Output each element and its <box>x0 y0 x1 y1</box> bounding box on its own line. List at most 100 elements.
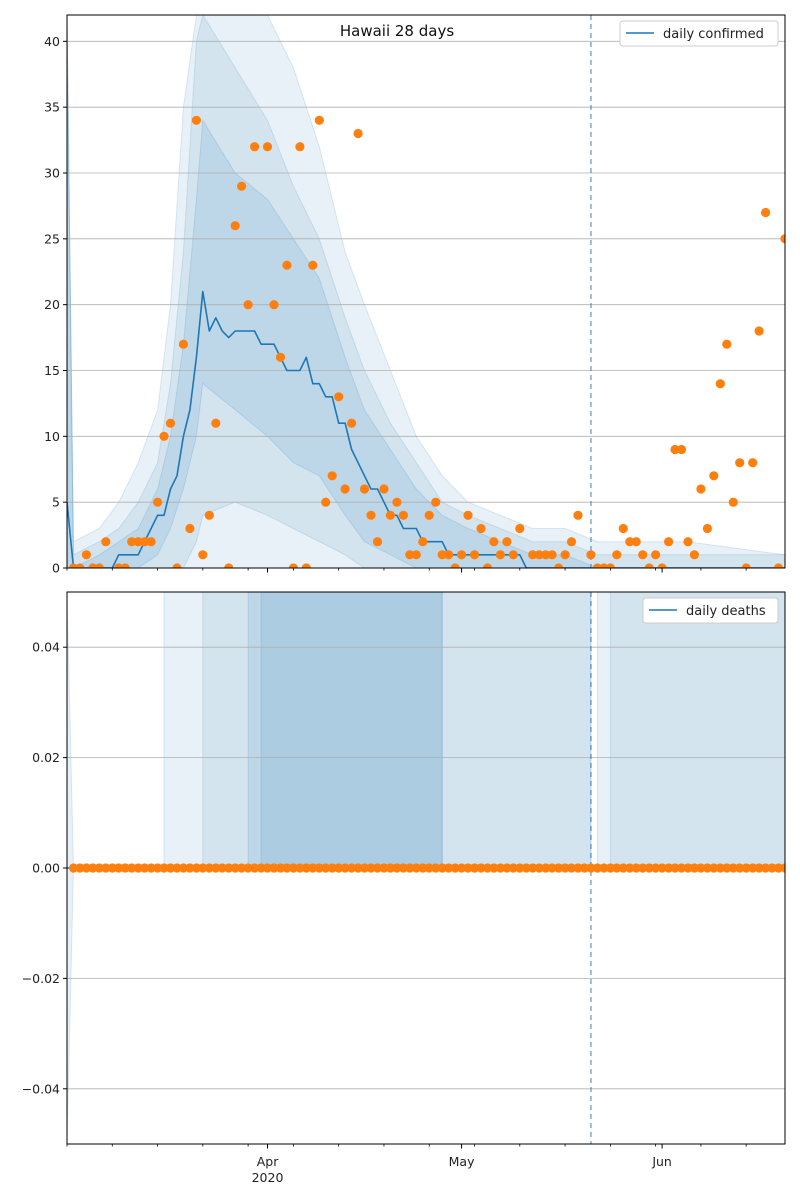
data-point <box>211 418 221 428</box>
y-tick-label: 0.02 <box>32 750 60 765</box>
uncertainty-band-0 <box>67 15 785 568</box>
data-point <box>301 863 311 873</box>
data-point <box>405 863 415 873</box>
data-point <box>670 863 680 873</box>
data-point <box>444 550 454 560</box>
data-point <box>437 550 447 560</box>
data-point <box>748 458 758 468</box>
data-point <box>515 863 525 873</box>
data-point <box>618 863 628 873</box>
legend-label-daily-confirmed: daily confirmed <box>663 27 764 42</box>
data-point <box>715 379 725 389</box>
data-point <box>411 863 421 873</box>
data-point <box>418 537 428 547</box>
data-point <box>515 523 525 534</box>
data-point <box>431 497 441 507</box>
confirmed-axes-frame <box>66 14 786 569</box>
deaths-uncertainty-bands <box>67 592 785 1144</box>
data-point <box>715 863 725 873</box>
data-point <box>625 863 635 873</box>
data-point <box>172 563 182 568</box>
x-tick-label: Jun <box>651 1154 672 1169</box>
data-point <box>618 523 628 534</box>
data-point <box>450 863 460 873</box>
data-point <box>230 221 240 231</box>
data-point <box>262 142 273 152</box>
data-point <box>353 128 363 139</box>
y-tick-label: 35 <box>44 100 60 115</box>
deaths-points <box>68 863 785 873</box>
data-point <box>573 510 583 520</box>
data-point <box>191 115 201 125</box>
data-point <box>185 523 195 534</box>
data-point <box>198 550 208 560</box>
data-point <box>612 863 622 873</box>
data-point <box>495 550 505 560</box>
y-tick-label: 40 <box>44 34 60 49</box>
data-point <box>773 863 784 873</box>
data-point <box>728 863 738 873</box>
data-point <box>334 863 344 873</box>
data-point <box>314 115 324 125</box>
data-point <box>508 550 518 560</box>
data-point <box>767 863 777 873</box>
data-point <box>301 563 311 568</box>
data-point <box>243 863 253 873</box>
confirmed-panel: 0 5 10 15 20 25 30 35 40 Hawaii 28 days daily co… <box>44 14 786 576</box>
data-point <box>347 863 357 873</box>
data-point <box>709 863 719 873</box>
data-point <box>282 260 292 270</box>
confirmed-gridlines <box>67 40 785 569</box>
data-point <box>702 523 713 534</box>
confirmed-x-axis <box>66 568 747 573</box>
data-point <box>359 484 370 494</box>
data-point <box>366 863 376 873</box>
data-point <box>657 863 667 873</box>
data-point <box>586 550 596 560</box>
y-tick-label: −0.02 <box>22 971 60 986</box>
data-point <box>327 863 337 873</box>
data-point <box>327 471 337 481</box>
data-point <box>411 550 421 560</box>
data-point <box>431 863 441 873</box>
data-point <box>469 863 480 873</box>
data-point <box>172 863 182 873</box>
data-point <box>651 550 661 560</box>
uncertainty-band-5 <box>596 592 785 869</box>
data-point <box>140 863 150 873</box>
data-point <box>696 484 706 494</box>
y-tick-label: −0.04 <box>22 1081 60 1096</box>
y-tick-label: 0.00 <box>32 861 60 876</box>
data-point <box>722 339 732 349</box>
data-point <box>528 863 538 873</box>
data-point <box>676 863 687 873</box>
data-point <box>243 300 253 310</box>
data-point <box>560 863 570 873</box>
data-point <box>366 510 376 520</box>
data-point <box>554 563 564 568</box>
data-point <box>748 863 758 873</box>
data-point <box>359 863 370 873</box>
data-point <box>101 863 111 873</box>
data-point <box>566 863 577 873</box>
data-point <box>489 863 499 873</box>
data-point <box>689 863 700 873</box>
data-point <box>353 863 363 873</box>
data-point <box>424 863 434 873</box>
y-tick-label: 0.04 <box>32 640 60 655</box>
data-point <box>146 537 156 547</box>
uncertainty-band-4 <box>260 592 443 869</box>
y-tick-label: 25 <box>44 231 60 246</box>
uncertainty-band-6 <box>609 592 785 869</box>
data-point <box>482 863 493 873</box>
y-tick-label: 0 <box>52 561 60 576</box>
data-point <box>178 339 188 349</box>
data-point <box>573 863 583 873</box>
data-point <box>165 418 176 428</box>
data-point <box>153 863 163 873</box>
data-point <box>528 550 538 560</box>
data-point <box>664 863 674 873</box>
data-point <box>683 863 693 873</box>
data-point <box>237 181 247 191</box>
